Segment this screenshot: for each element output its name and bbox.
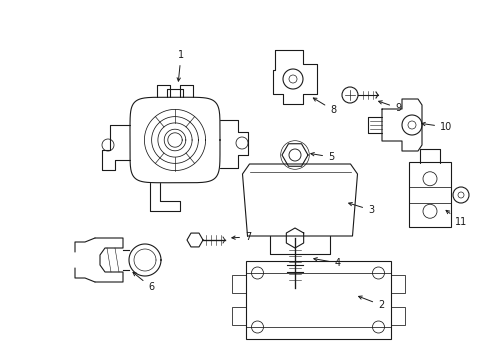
Text: 9: 9	[378, 101, 400, 113]
Text: 6: 6	[133, 273, 154, 292]
Bar	[245, 261, 390, 339]
Text: 8: 8	[313, 98, 335, 115]
Text: 7: 7	[231, 232, 251, 242]
Bar	[408, 162, 450, 228]
Text: 10: 10	[421, 122, 451, 132]
Bar	[231, 275, 245, 293]
Text: 2: 2	[358, 296, 384, 310]
Text: 3: 3	[348, 203, 373, 215]
Bar	[390, 275, 404, 293]
Text: 1: 1	[177, 50, 184, 81]
Text: 5: 5	[310, 152, 334, 162]
Bar	[231, 307, 245, 325]
Text: 11: 11	[445, 210, 467, 227]
Text: 4: 4	[313, 258, 341, 268]
Bar	[390, 307, 404, 325]
